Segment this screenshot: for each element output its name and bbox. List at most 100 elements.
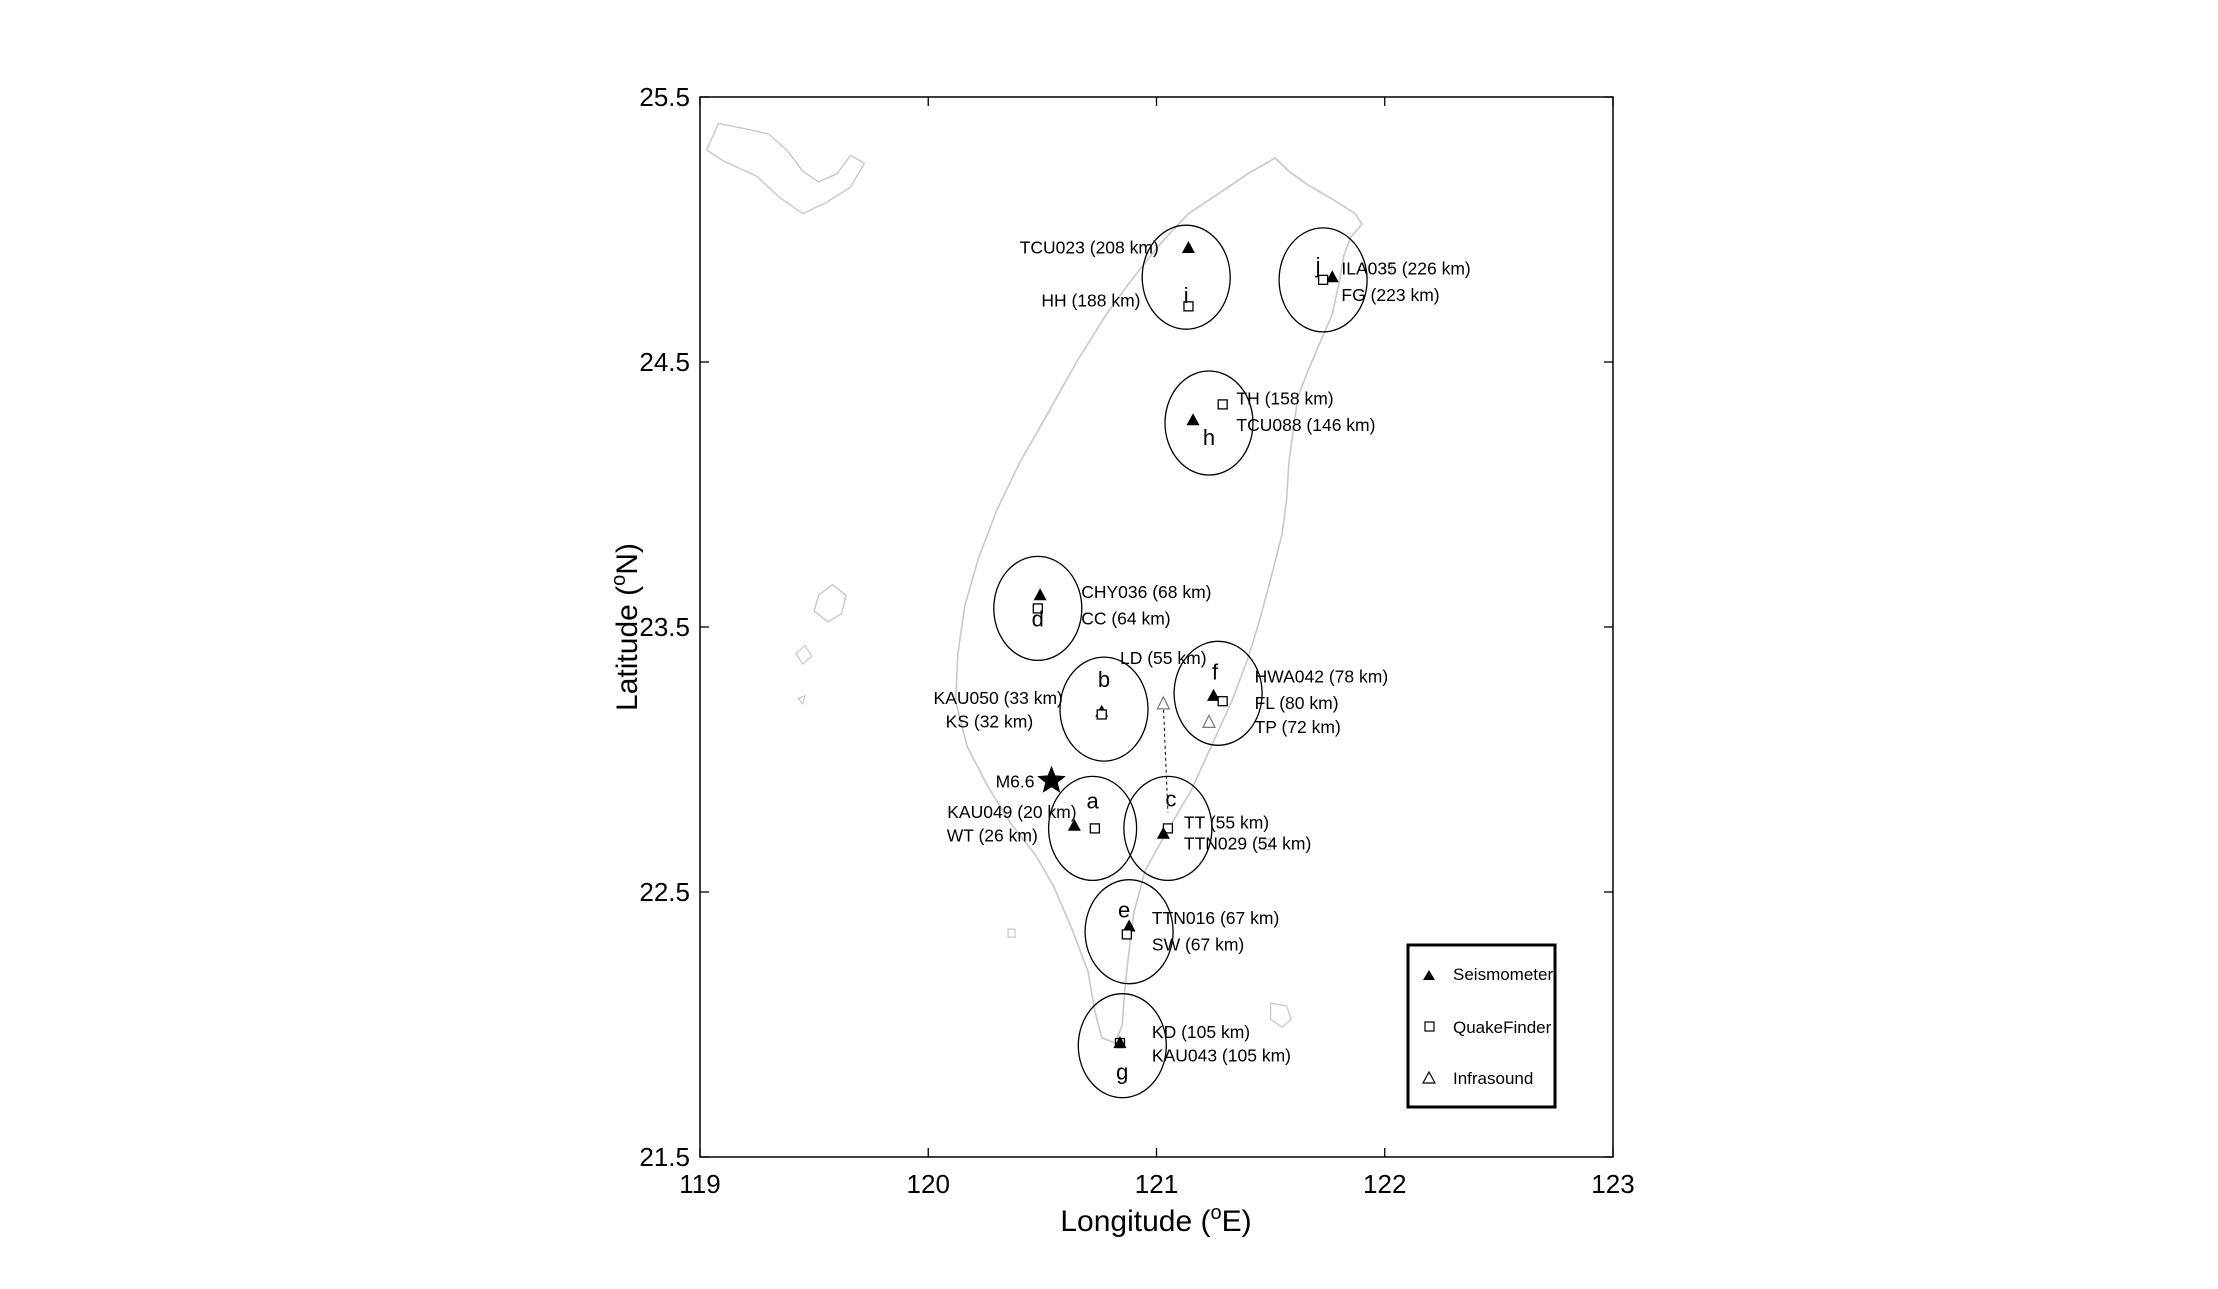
station-label-tcu088: TCU088 (146 km) [1236,415,1375,435]
station-label-ld: LD (55 km) [1120,648,1207,668]
y-tick-label-24-5: 24.5 [639,347,690,377]
legend-quakefinder-icon [1424,1021,1435,1032]
station-label-sw: SW (67 km) [1152,934,1244,954]
group-circle-i [1141,224,1231,330]
y-axis-title: Latitude (oN) [608,543,644,711]
x-tick-label-119: 119 [679,1169,720,1199]
group-circle-h [1164,370,1254,476]
station-markers [1032,241,1339,1049]
group-letter-i: i [1184,283,1189,308]
quakefinder-marker-sw [1121,929,1132,940]
station-label-th: TH (158 km) [1236,388,1333,408]
map-layer [705,122,1393,1045]
station-label-ttn016: TTN016 (67 km) [1152,908,1279,928]
group-letter-f: f [1212,659,1219,684]
taiwan-coastline [954,157,1363,1045]
seismometer-marker-chy036 [1033,588,1047,601]
station-labels: KAU049 (20 km) WT (26 km) KAU050 (33 km) KS… [934,237,1471,1084]
y-axis-title-rest: N) [611,543,644,575]
group-circle-f [1173,640,1263,746]
group-letter-j: j [1315,253,1321,278]
x-tick-label-123: 123 [1591,1169,1634,1199]
quakefinder-marker-hh [1183,301,1194,312]
infrasound-marker-tp [1202,714,1216,728]
x-axis-title-base: Longitude ( [1060,1205,1210,1238]
western-islet [797,694,806,706]
x-axis-title: Longitude (oE) [1060,1202,1251,1238]
station-label-fl: FL (80 km) [1255,693,1339,713]
x-tick-label-120: 120 [907,1169,950,1199]
group-letter-g: g [1116,1060,1128,1085]
quakefinder-marker-fl [1217,696,1228,707]
epicenter-label: M6.6 [996,772,1035,792]
quakefinder-marker-cc [1032,603,1043,614]
legend: Seismometer QuakeFinder Infrasound [1406,943,1557,1109]
legend-infrasound-icon [1421,1070,1437,1084]
group-letter-b: b [1098,667,1110,692]
group-circle-e [1084,879,1174,985]
seismometer-marker-tcu023 [1181,241,1195,254]
penghu-island [813,583,847,623]
penghu-islet [795,644,813,666]
legend-infrasound-label: Infrasound [1453,1069,1533,1088]
liuqiu-island [1007,928,1016,938]
seismometer-marker-tcu088 [1186,413,1200,426]
group-letter-d: d [1032,606,1044,631]
station-label-cc: CC (64 km) [1081,608,1170,628]
y-tick-label-22-5: 22.5 [639,877,690,907]
x-axis-title-sup: o [1211,1202,1222,1224]
legend-seismometer-label: Seismometer [1453,965,1553,984]
seismometer-marker-hwa042 [1207,688,1221,701]
station-label-kau043: KAU043 (105 km) [1152,1046,1291,1066]
group-letter-a: a [1086,788,1099,813]
group-circle-d [993,555,1083,662]
seismometer-marker-ila035 [1325,270,1339,283]
mainland-coastline [705,122,866,215]
quakefinder-marker-fg [1317,274,1329,286]
group-circle-j [1278,227,1368,333]
station-label-tt: TT (55 km) [1184,812,1269,832]
y-tick-label-23-5: 23.5 [639,612,690,642]
lanyu-island [1269,1002,1292,1029]
legend-quakefinder-label: QuakeFinder [1453,1018,1552,1037]
quakefinder-marker-th [1217,399,1228,410]
group-circle-b [1059,656,1149,762]
group-circle-a [1047,775,1138,882]
station-label-tp: TP (72 km) [1255,717,1341,737]
seismometer-marker-kau049 [1067,818,1081,831]
group-circle-g [1077,993,1167,1099]
x-tick-label-122: 122 [1363,1169,1406,1199]
station-label-fg: FG (223 km) [1341,285,1439,305]
station-label-ttn029: TTN029 (54 km) [1184,834,1311,854]
station-label-kd: KD (105 km) [1152,1022,1250,1042]
group-letter-c: c [1165,786,1176,811]
station-label-hh: HH (188 km) [1041,290,1140,310]
group-letter-e: e [1118,898,1130,923]
station-label-ks: KS (32 km) [946,712,1034,732]
station-label-wt: WT (26 km) [947,826,1038,846]
station-label-chy036: CHY036 (68 km) [1081,582,1211,602]
quakefinder-marker-ks [1096,709,1107,720]
quakefinder-marker-wt [1089,823,1101,834]
infrasound-marker-ld [1156,695,1171,710]
x-tick-label-121: 121 [1135,1169,1178,1199]
y-axis-title-sup: o [608,575,630,586]
group-circle-c [1123,775,1213,882]
y-axis-title-base: Latitude ( [611,586,644,711]
y-tick-label-25-5: 25.5 [639,82,690,112]
axis-ticks: 119 120 121 122 123 21.5 22.5 23.5 24.5 25.5 [639,82,1634,1199]
station-label-hwa042: HWA042 (78 km) [1255,667,1389,687]
epicenter-star-icon [1037,765,1066,793]
ld-dashed-link [1162,703,1169,813]
legend-seismometer-icon [1423,970,1435,980]
group-circles [993,224,1368,1099]
y-tick-label-21-5: 21.5 [639,1142,690,1172]
seismometer-marker-ttn029 [1156,826,1170,839]
x-axis-title-rest: E) [1222,1205,1252,1238]
station-label-tcu023: TCU023 (208 km) [1020,237,1159,257]
seismometer-marker-ttn016 [1122,919,1136,932]
station-label-kau050: KAU050 (33 km) [934,688,1063,708]
green-island [1263,838,1272,851]
station-label-kau049: KAU049 (20 km) [947,802,1076,822]
